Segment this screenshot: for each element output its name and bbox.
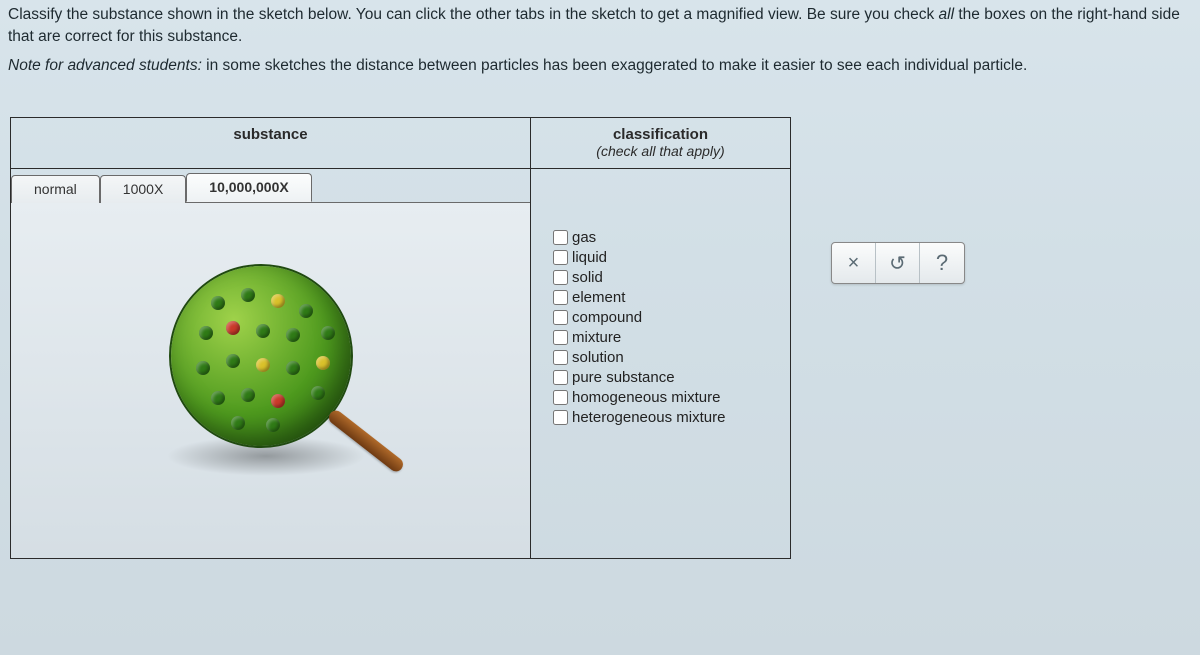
- help-icon: ?: [936, 250, 948, 276]
- option-label-solid: solid: [572, 269, 603, 286]
- particle: [286, 328, 300, 342]
- option-hetero[interactable]: heterogeneous mixture: [553, 409, 776, 426]
- particle: [231, 416, 245, 430]
- particle: [271, 394, 285, 408]
- option-label-element: element: [572, 289, 625, 306]
- classification-header: classification (check all that apply): [531, 118, 790, 168]
- checkbox-mixture[interactable]: [553, 330, 568, 345]
- option-homo[interactable]: homogeneous mixture: [553, 389, 776, 406]
- instruction-line-2: Note for advanced students: in some sket…: [8, 55, 1192, 77]
- option-label-pure: pure substance: [572, 369, 675, 386]
- particle: [266, 418, 280, 432]
- checkbox-pure[interactable]: [553, 370, 568, 385]
- particle: [256, 358, 270, 372]
- particle: [241, 388, 255, 402]
- checkbox-solid[interactable]: [553, 270, 568, 285]
- option-solid[interactable]: solid: [553, 269, 776, 286]
- particle: [196, 361, 210, 375]
- checkbox-liquid[interactable]: [553, 250, 568, 265]
- checkbox-element[interactable]: [553, 290, 568, 305]
- particle: [226, 321, 240, 335]
- particle: [211, 296, 225, 310]
- particle: [271, 294, 285, 308]
- option-pure[interactable]: pure substance: [553, 369, 776, 386]
- option-mixture[interactable]: mixture: [553, 329, 776, 346]
- option-label-gas: gas: [572, 229, 596, 246]
- instructions: Classify the substance shown in the sket…: [0, 0, 1200, 77]
- tab-normal[interactable]: normal: [11, 175, 100, 203]
- option-label-liquid: liquid: [572, 249, 607, 266]
- checkbox-gas[interactable]: [553, 230, 568, 245]
- option-gas[interactable]: gas: [553, 229, 776, 246]
- checkbox-compound[interactable]: [553, 310, 568, 325]
- instruction-line-1: Classify the substance shown in the sket…: [8, 4, 1192, 47]
- particle: [299, 304, 313, 318]
- option-label-hetero: heterogeneous mixture: [572, 409, 725, 426]
- reset-button[interactable]: ↺: [876, 243, 920, 283]
- checkbox-solution[interactable]: [553, 350, 568, 365]
- classification-subheader: (check all that apply): [596, 143, 724, 159]
- option-compound[interactable]: compound: [553, 309, 776, 326]
- substance-sketch-panel: [11, 202, 530, 558]
- particle: [316, 356, 330, 370]
- close-icon: ×: [848, 252, 860, 275]
- particle: [241, 288, 255, 302]
- instruction-text: Classify the substance shown in the sket…: [8, 6, 939, 23]
- option-label-solution: solution: [572, 349, 624, 366]
- classification-header-text: classification: [613, 126, 708, 143]
- help-button[interactable]: ?: [920, 243, 964, 283]
- classification-options: gas liquid solid element compound mixture solu…: [531, 169, 790, 426]
- option-solution[interactable]: solution: [553, 349, 776, 366]
- option-label-compound: compound: [572, 309, 642, 326]
- particle: [211, 391, 225, 405]
- tab-1000x[interactable]: 1000X: [100, 175, 186, 203]
- checkbox-homo[interactable]: [553, 390, 568, 405]
- classification-table: substance classification (check all that…: [10, 117, 791, 559]
- close-button[interactable]: ×: [832, 243, 876, 283]
- magnification-tabs: normal 1000X 10,000,000X: [11, 173, 530, 202]
- particle: [321, 326, 335, 340]
- reset-icon: ↺: [889, 251, 906, 276]
- particle: [256, 324, 270, 338]
- advanced-note-prefix: Note for advanced students:: [8, 57, 202, 74]
- tab-10000000x[interactable]: 10,000,000X: [186, 173, 311, 202]
- option-element[interactable]: element: [553, 289, 776, 306]
- particle: [286, 361, 300, 375]
- particle: [311, 386, 325, 400]
- magnifier-lens: [171, 266, 351, 446]
- checkbox-hetero[interactable]: [553, 410, 568, 425]
- substance-sketch: [141, 266, 401, 496]
- option-label-mixture: mixture: [572, 329, 621, 346]
- particle: [199, 326, 213, 340]
- substance-header: substance: [11, 118, 530, 151]
- instruction-emphasis: all: [939, 6, 955, 23]
- option-label-homo: homogeneous mixture: [572, 389, 720, 406]
- action-toolbar: × ↺ ?: [831, 242, 965, 284]
- particle: [226, 354, 240, 368]
- advanced-note-text: in some sketches the distance between pa…: [202, 57, 1027, 74]
- option-liquid[interactable]: liquid: [553, 249, 776, 266]
